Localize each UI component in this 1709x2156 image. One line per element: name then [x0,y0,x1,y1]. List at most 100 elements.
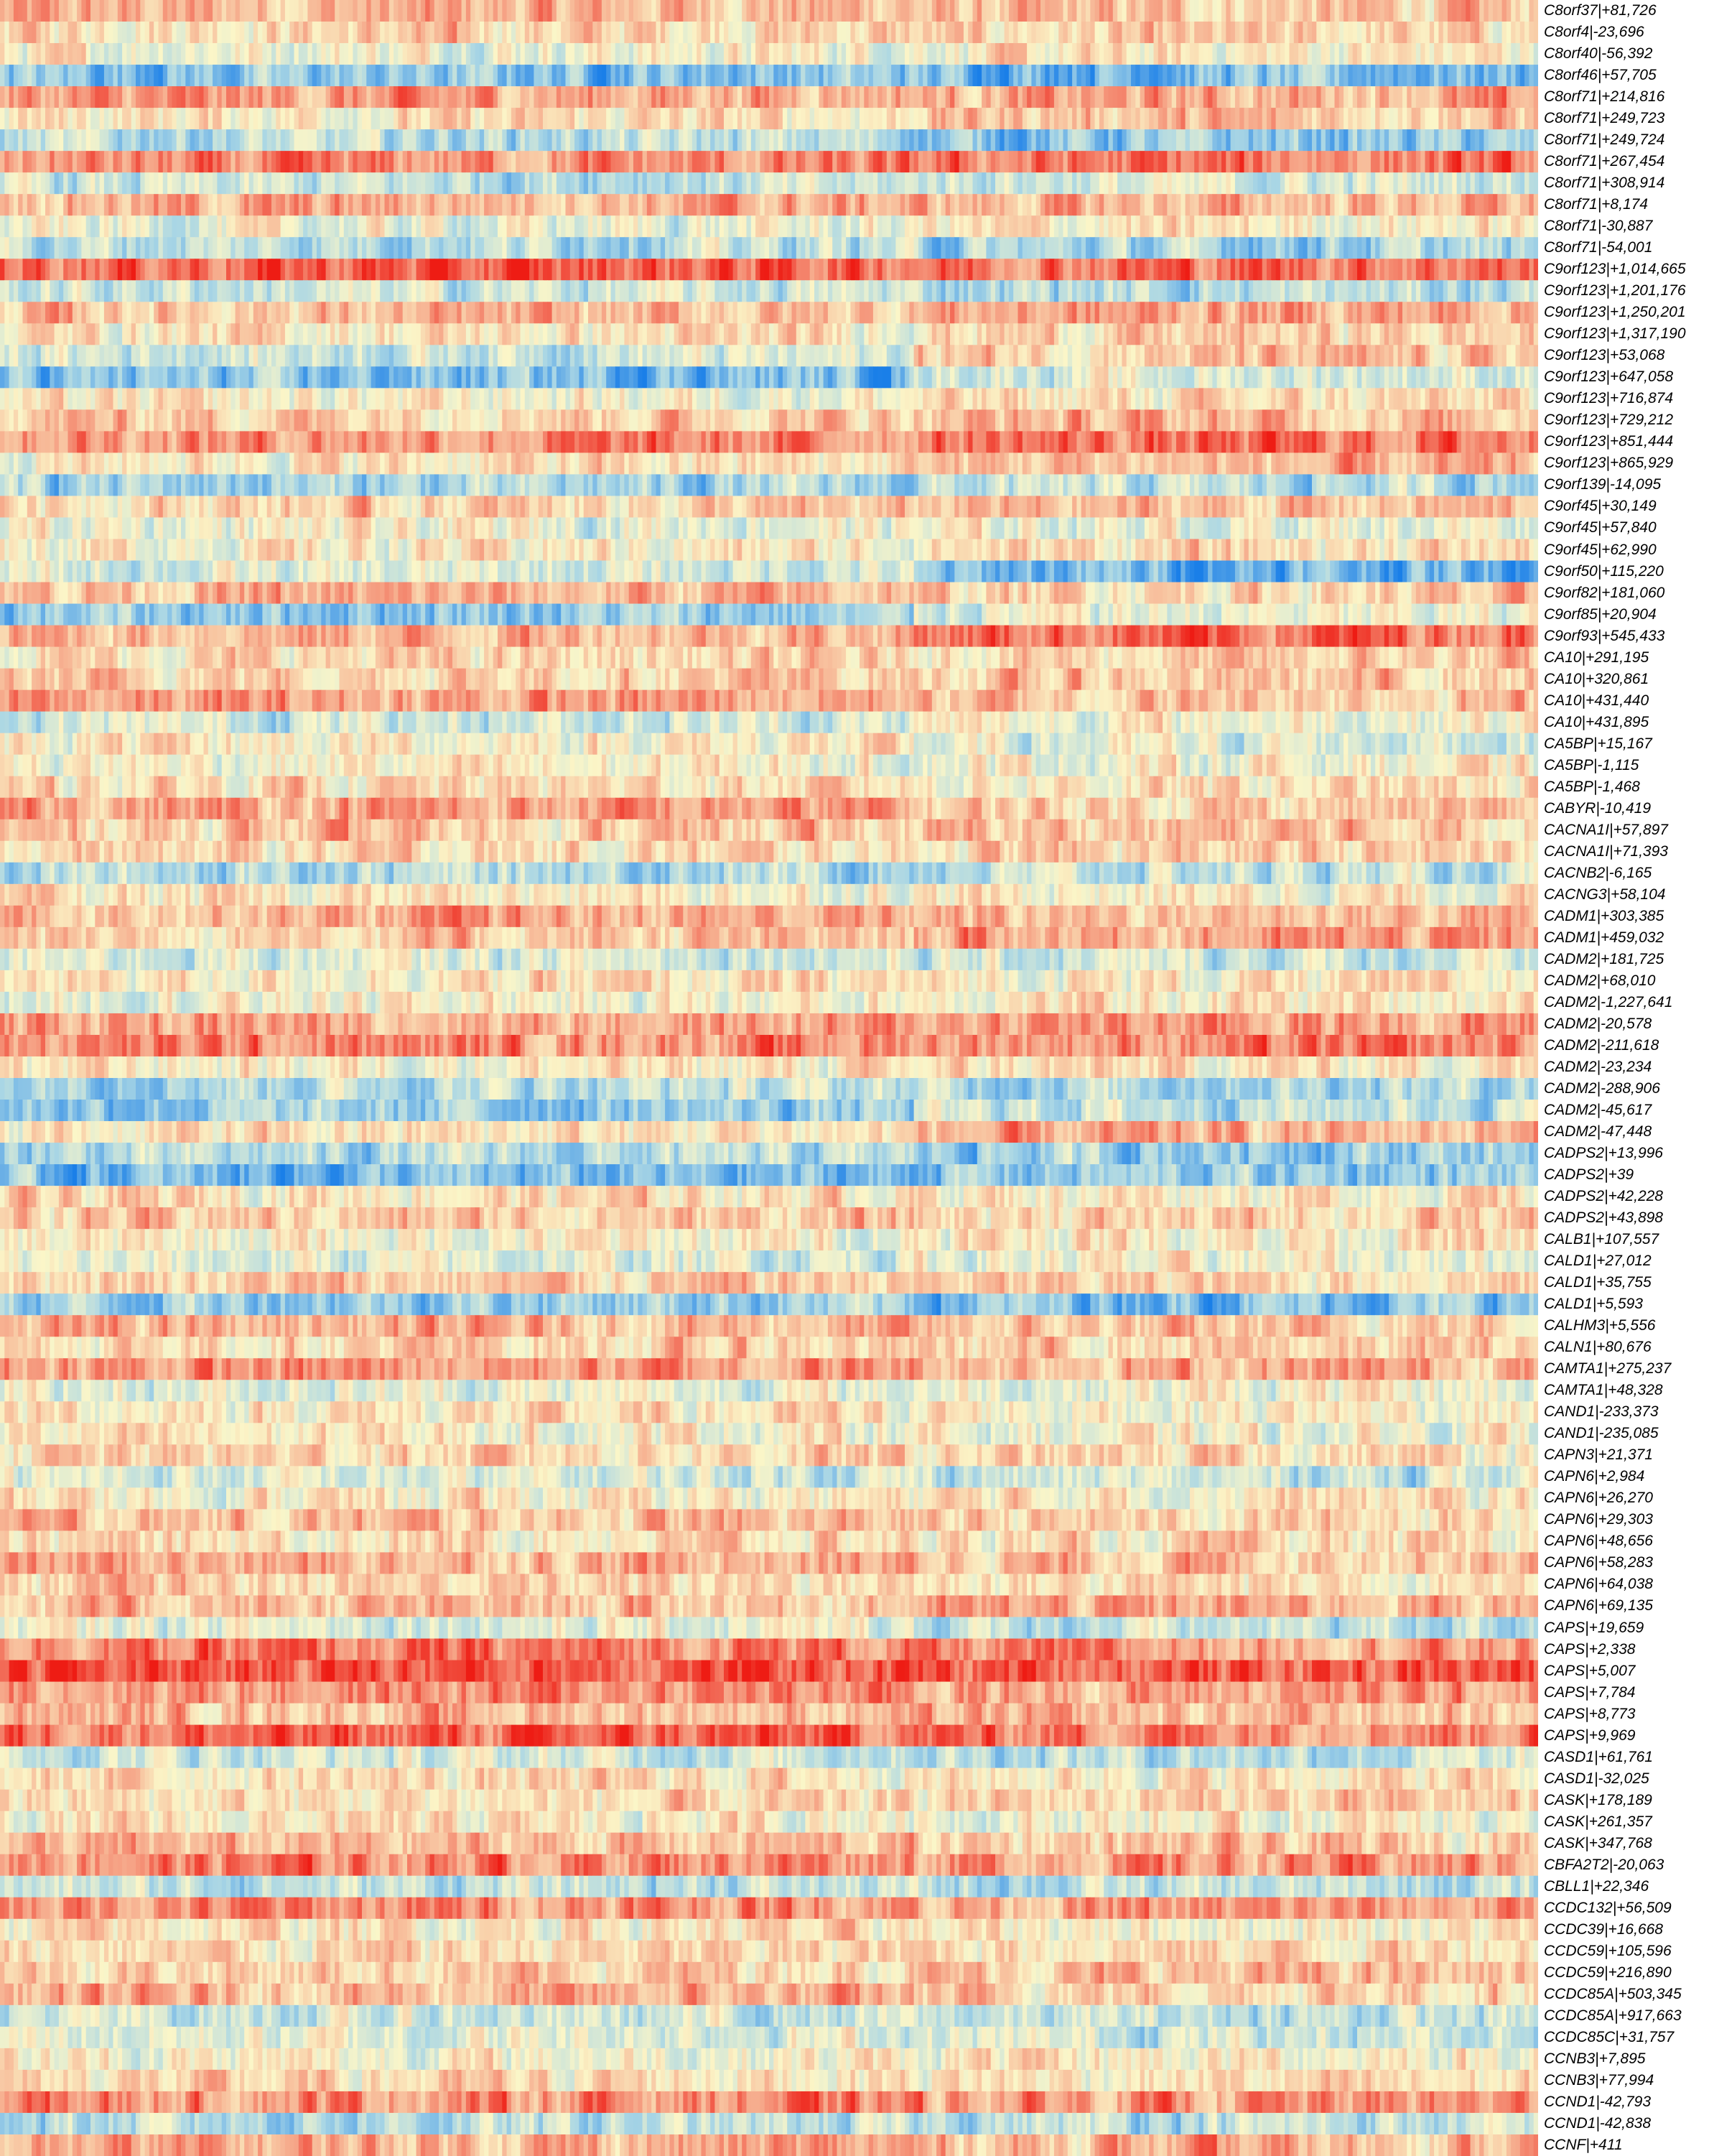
heatmap-cell [525,22,530,44]
heatmap-cell [1507,0,1512,22]
heatmap-cell [846,108,851,130]
heatmap-cell [1239,108,1244,130]
heatmap-cell [624,43,629,65]
heatmap-cell [665,43,670,65]
heatmap-cell [475,172,480,195]
heatmap-cell [1031,43,1036,65]
heatmap-cell [1068,194,1073,216]
heatmap-cell [113,215,118,238]
heatmap-cell [389,194,394,216]
heatmap-cell [1226,172,1231,195]
heatmap-cell [643,0,648,22]
heatmap-cell [226,22,231,44]
heatmap-cell [1348,65,1353,87]
heatmap-cell [217,259,222,281]
heatmap-cell [620,215,625,238]
heatmap-cell [1534,22,1538,44]
heatmap-cell [407,172,412,195]
heatmap-cell [385,108,390,130]
heatmap-cell [864,172,869,195]
heatmap-cell [1489,86,1494,108]
heatmap-cell [1005,108,1010,130]
heatmap-cell [1000,65,1005,87]
heatmap-cell [683,108,688,130]
heatmap-cell [747,86,752,108]
heatmap-cell [163,129,168,152]
heatmap-cell [63,172,68,195]
heatmap-row [0,43,1538,65]
heatmap-cell [1231,43,1236,65]
heatmap-cell [561,86,566,108]
heatmap-cell [751,237,756,259]
heatmap-cell [59,86,64,108]
heatmap-cell [846,129,851,152]
heatmap-cell [783,151,788,173]
heatmap-cell [1262,237,1267,259]
heatmap-cell [1529,151,1534,173]
heatmap-cell [656,108,661,130]
heatmap-cell [385,172,390,195]
heatmap-cell [1412,22,1417,44]
heatmap-cell [633,237,638,259]
heatmap-cell [154,129,159,152]
heatmap-cell [1398,215,1403,238]
heatmap-cell [936,65,941,87]
heatmap-cell [720,194,725,216]
heatmap-cell [1398,22,1403,44]
heatmap-cell [1280,86,1285,108]
heatmap-cell [55,43,60,65]
heatmap-cell [1457,43,1462,65]
heatmap-cell [765,237,770,259]
heatmap-cell [525,108,530,130]
heatmap-cell [1095,129,1100,152]
heatmap-cell [1420,237,1425,259]
heatmap-cell [307,22,312,44]
heatmap-cell [1090,194,1095,216]
heatmap-cell [493,151,498,173]
heatmap-cell [1226,108,1231,130]
heatmap-cell [1172,215,1177,238]
heatmap-cell [1457,194,1462,216]
heatmap-cell [954,43,959,65]
heatmap-cell [122,86,127,108]
heatmap-cell [720,86,725,108]
heatmap-cell [411,22,416,44]
heatmap-cell [434,43,439,65]
heatmap-cell [796,0,801,22]
heatmap-cell [1176,43,1181,65]
heatmap-cell [1425,215,1430,238]
heatmap-cell [1031,0,1036,22]
heatmap-cell [1186,237,1191,259]
heatmap-cell [928,43,933,65]
heatmap-cell [1520,22,1525,44]
heatmap-cell [1076,0,1081,22]
heatmap-cell [620,22,625,44]
heatmap-cell [77,194,82,216]
heatmap-cell [964,86,969,108]
heatmap-cell [1335,215,1340,238]
heatmap-cell [1045,237,1050,259]
heatmap-cell [534,22,539,44]
heatmap-cell [805,86,810,108]
heatmap-cell [1058,237,1063,259]
heatmap-cell [674,86,679,108]
heatmap-cell [1348,22,1353,44]
heatmap-cell [1040,65,1046,87]
heatmap-cell [1471,22,1476,44]
heatmap-cell [1090,22,1095,44]
heatmap-cell [1507,108,1512,130]
heatmap-cell [742,86,747,108]
heatmap-cell [720,151,725,173]
heatmap-cell [149,129,154,152]
heatmap-cell [710,108,715,130]
heatmap-cell [1285,172,1290,195]
heatmap-cell [855,172,860,195]
heatmap-cell [1271,65,1276,87]
heatmap-cell [502,108,507,130]
heatmap-cell [1339,22,1344,44]
heatmap-cell [90,86,96,108]
heatmap-cell [1104,108,1109,130]
heatmap-cell [0,65,5,87]
heatmap-cell [688,43,693,65]
heatmap-cell [1335,43,1340,65]
